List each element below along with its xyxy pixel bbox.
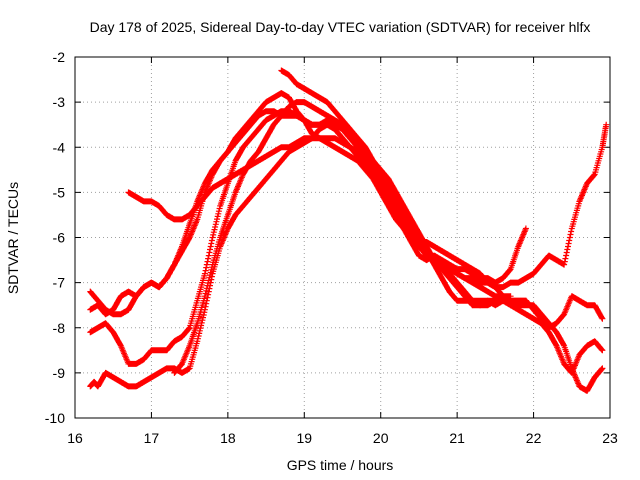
y-tick-label: -7 (53, 275, 66, 291)
y-tick-label: -9 (53, 365, 66, 381)
x-tick-label: 19 (296, 430, 312, 446)
y-tick-label: -8 (53, 320, 66, 336)
y-tick-label: -4 (53, 139, 66, 155)
marker-arc-3 (125, 135, 606, 394)
x-tick-label: 23 (602, 430, 618, 446)
axis-ticks: 16 17 18 19 20 21 22 23 -10 -9 -8 -7 -6 -5 -4 -3 -2 (45, 49, 618, 446)
x-tick-label: 22 (526, 430, 542, 446)
data-series (87, 67, 610, 394)
y-tick-label: -6 (53, 230, 66, 246)
y-tick-label: -3 (53, 94, 66, 110)
x-tick-label: 20 (373, 430, 389, 446)
plot-frame (74, 56, 611, 419)
chart-title: Day 178 of 2025, Sidereal Day-to-day VTE… (90, 19, 591, 35)
grid (75, 57, 610, 418)
series-arc-7 (278, 67, 529, 304)
x-tick-label: 21 (449, 430, 465, 446)
y-tick-label: -10 (45, 410, 65, 426)
series-arc-3 (125, 135, 606, 394)
y-tick-label: -5 (53, 184, 66, 200)
x-tick-label: 17 (144, 430, 160, 446)
x-tick-label: 16 (67, 430, 83, 446)
y-axis-label: SDTVAR / TECUs (5, 182, 21, 294)
x-axis-label: GPS time / hours (287, 457, 394, 473)
y-tick-label: -2 (53, 49, 66, 65)
x-tick-label: 18 (220, 430, 236, 446)
marker-arc-7 (278, 67, 529, 304)
